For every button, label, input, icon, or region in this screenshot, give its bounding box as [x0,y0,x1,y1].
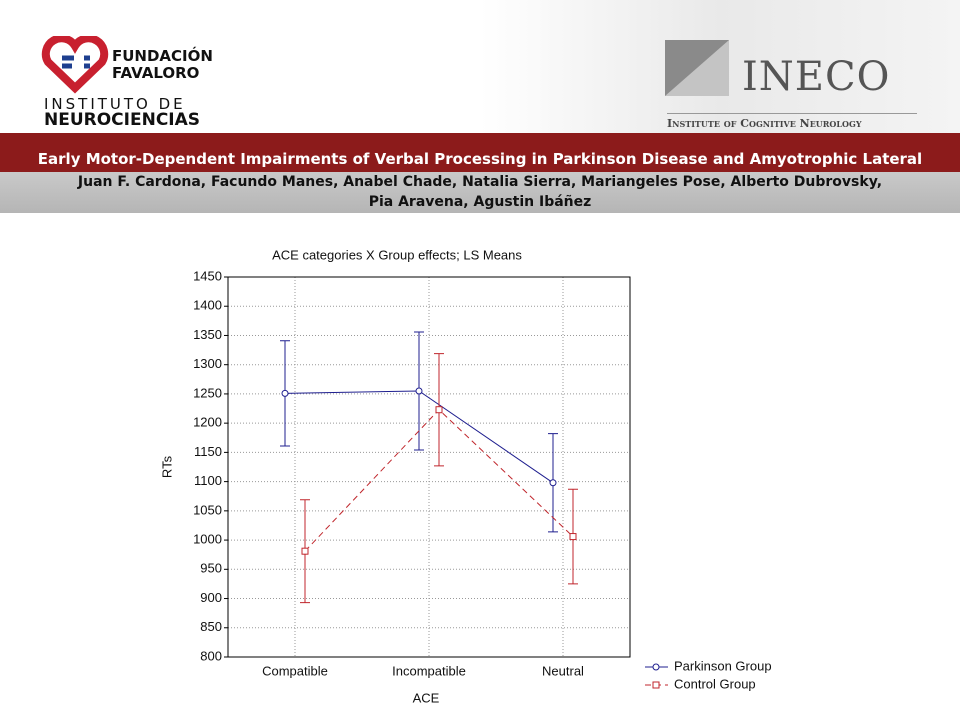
data-point [569,533,577,541]
data-point [435,406,443,414]
plot-frame [227,276,631,658]
legend-label: Control Group [674,676,756,691]
y-tick-label: 800 [200,648,222,663]
logo-text: FAVALORO [112,64,200,82]
chart-title: ACE categories X Group effects; LS Means [272,247,522,262]
y-tick-label: 1250 [193,385,222,400]
x-tick-label: Neutral [542,663,584,678]
logo-text: Institute of Cognitive Neurology [667,113,917,130]
y-tick-label: 1150 [194,444,222,459]
data-point [301,547,309,555]
data-point [415,387,423,395]
authors-band: Juan F. Cardona, Facundo Manes, Anabel C… [0,172,960,213]
y-tick-label: 1000 [193,532,222,547]
authors-line: Juan F. Cardona, Facundo Manes, Anabel C… [77,174,883,190]
favaloro-logo-mark [41,36,109,94]
title-banner: Early Motor-Dependent Impairments of Ver… [0,133,960,220]
legend-label: Parkinson Group [674,658,772,673]
data-point [549,479,557,487]
logo-text: INSTITUTO DE [44,95,186,113]
ineco-logo-mark [665,40,729,96]
x-tick-label: Incompatible [392,663,466,678]
x-tick-label: Compatible [262,663,328,678]
x-axis-label: ACE [413,690,440,705]
y-tick-label: 1450 [193,268,222,283]
legend-marker [652,663,660,671]
logo-text: INECO [742,54,891,100]
y-tick-label: 1100 [194,473,222,488]
y-tick-label: 1300 [193,356,222,371]
header: FUNDACIÓN FAVALORO INSTITUTO DE NEUROCIE… [0,0,960,133]
data-point [281,389,289,397]
y-tick-label: 950 [200,561,222,576]
legend-marker [652,681,660,689]
authors-line: Pia Aravena, Agustin Ibáñez [368,194,592,210]
y-tick-label: 1350 [193,327,222,342]
logo-text: FUNDACIÓN [112,47,213,65]
y-tick-label: 1050 [193,502,222,517]
y-tick-label: 850 [200,619,222,634]
logo-text: NEUROCIENCIAS [44,110,201,130]
y-tick-label: 1400 [193,298,222,313]
y-tick-label: 900 [200,590,222,605]
y-axis-label: RTs [159,455,174,478]
y-tick-label: 1200 [193,415,222,430]
